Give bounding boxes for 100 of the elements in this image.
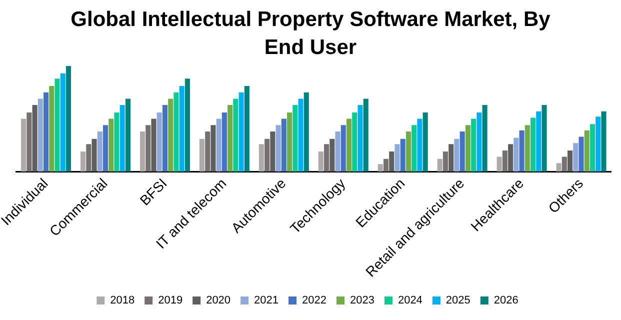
bar [578,136,584,172]
legend-label: 2023 [350,294,374,307]
legend-label: 2024 [398,294,422,307]
bar [205,131,210,172]
bar [556,163,562,172]
bar [514,138,519,172]
bar [44,92,49,172]
bar [151,118,156,172]
bar [26,112,32,172]
bar [352,112,358,172]
bar [502,150,508,172]
bar [412,125,417,172]
bar [244,86,250,172]
bar [601,111,606,172]
bar [21,118,26,172]
bar [596,116,601,172]
bar [264,138,270,172]
bar [174,92,179,172]
bar [120,105,125,172]
bar [417,118,422,172]
bar [358,105,363,172]
bar [140,131,146,172]
bar [568,150,573,172]
bar [162,105,168,172]
bar [233,98,238,172]
bar [318,152,324,172]
bar [422,112,428,172]
bar [179,86,184,172]
bar [400,138,406,172]
bar [536,111,542,172]
bar [210,125,216,172]
bar [584,130,590,172]
legend-label: 2022 [302,294,326,307]
bar [496,156,502,172]
bar [238,92,244,172]
bar [330,138,335,172]
legend-label: 2018 [110,294,135,307]
bar [335,131,340,172]
legend-label: 2020 [206,294,231,307]
bar [298,98,304,172]
bar [508,144,514,172]
bar [108,118,114,172]
bar [454,138,460,172]
bar [216,118,222,172]
legend-label: 2021 [254,294,279,307]
bar [168,98,174,172]
bar [66,66,72,172]
bar [346,118,352,172]
bar [562,156,567,172]
bar [465,125,470,172]
bar [394,144,400,172]
chart-title: Global Intellectual Property Software Market, By End User [70,7,552,61]
bar [471,118,476,172]
legend-label: 2019 [158,294,183,307]
bar [102,125,108,172]
bar [32,105,38,172]
bar [519,130,524,172]
bar [156,112,162,172]
bar [460,131,465,172]
bar [482,105,488,172]
bar [292,105,298,172]
bar [258,144,264,172]
bar [199,138,204,172]
bar [270,131,276,172]
bar [146,125,151,172]
legend-label: 2026 [494,294,518,307]
bar [442,152,448,172]
bar [86,144,92,172]
legend-label: 2025 [446,294,470,307]
bar [378,164,383,172]
bar [287,112,292,172]
bar [222,112,227,172]
bar [476,112,482,172]
bar [383,158,389,172]
bar [437,158,442,172]
bar [281,118,286,172]
bar [60,73,66,172]
bar [38,98,43,172]
bar [324,144,330,172]
bar [573,143,578,172]
bar [340,125,346,172]
bar [80,152,86,172]
bar [97,131,102,172]
bar [530,118,536,172]
bar [125,98,130,172]
bar [304,92,309,172]
bar [389,152,394,172]
bar [54,78,60,172]
bar [276,125,281,172]
bar [228,105,233,172]
bar [448,144,454,172]
bar [92,138,97,172]
bar [184,78,190,172]
bar [590,124,596,172]
bar [542,105,547,172]
bar [114,112,120,172]
bar [406,131,411,172]
bar [524,125,530,172]
bar [363,98,368,172]
bar [49,86,54,172]
